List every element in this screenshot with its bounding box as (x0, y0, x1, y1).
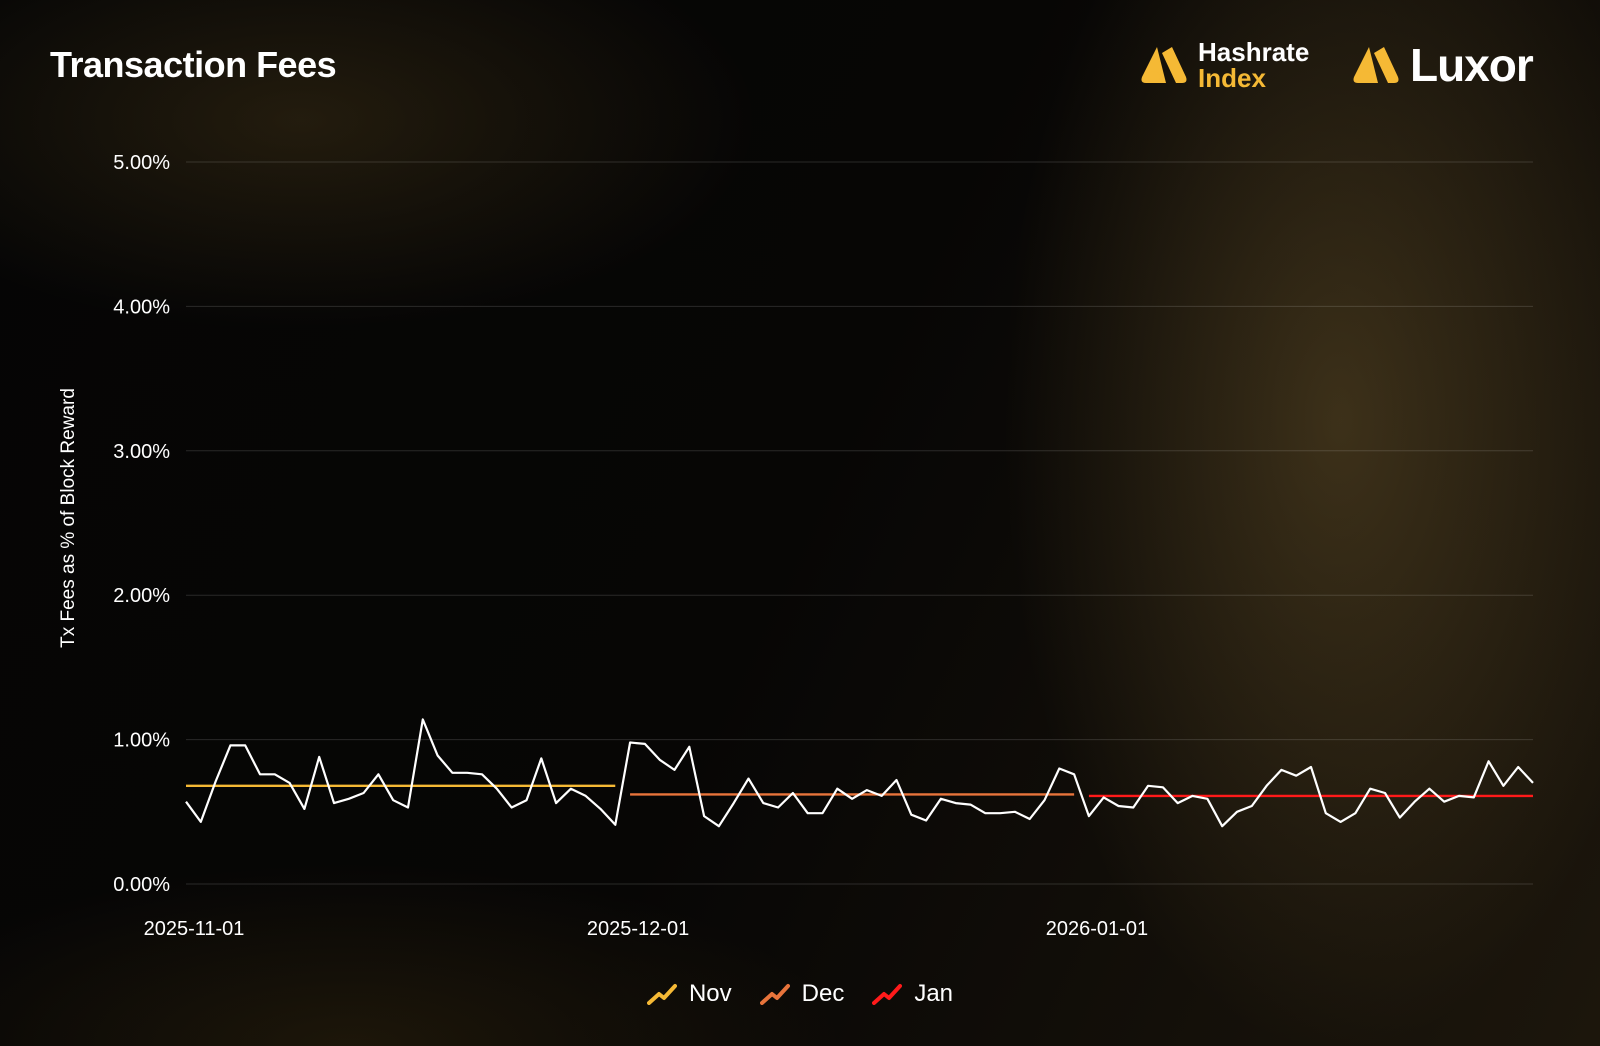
series-line-tx-fees (185, 718, 1534, 828)
luxor-logo-icon (1353, 47, 1399, 83)
legend-swatch-dec-line (759, 984, 790, 1005)
hashrate-index-logo-line2: Index (1198, 63, 1266, 93)
y-axis-ticks: 0.00% 1.00% 2.00% 3.00% 4.00% 5.00% (113, 152, 170, 896)
y-axis-label: Tx Fees as % of Block Reward (58, 388, 79, 648)
legend-item-nov[interactable]: Nov (646, 980, 732, 1008)
x-tick-label: 2026-01-01 (1046, 918, 1148, 940)
chart-grid (186, 161, 1533, 885)
hashrate-index-logo: Hashrate Index (1138, 37, 1310, 93)
y-tick-label: 4.00% (113, 296, 170, 318)
luxor-logo-text: Luxor (1410, 39, 1534, 91)
x-axis-ticks: 2025-11-01 2025-12-01 2026-01-01 (144, 918, 1149, 940)
legend-swatch-nov-icon (646, 984, 677, 1005)
y-tick-label: 3.00% (113, 441, 170, 463)
legend-swatch-dec-icon (759, 984, 790, 1005)
legend-label-jan: Jan (914, 980, 954, 1007)
legend-item-dec[interactable]: Dec (759, 980, 845, 1008)
y-tick-label: 2.00% (113, 585, 170, 607)
y-tick-label: 1.00% (113, 730, 170, 752)
y-tick-label: 5.00% (113, 152, 170, 174)
hashrate-index-logo-line1: Hashrate (1198, 37, 1310, 67)
y-tick-label: 0.00% (113, 874, 170, 896)
legend: Nov Dec Jan (0, 980, 1600, 1008)
legend-label-nov: Nov (688, 980, 732, 1007)
luxor-logo: Luxor (1350, 38, 1534, 92)
legend-item-jan[interactable]: Jan (872, 980, 953, 1008)
legend-swatch-jan-icon (872, 984, 903, 1005)
legend-label-dec: Dec (801, 980, 845, 1007)
legend-swatch-jan-line (872, 984, 903, 1005)
x-tick-label: 2025-12-01 (587, 918, 689, 940)
page-title: Transaction Fees (50, 44, 337, 85)
hashrate-index-logo-icon (1141, 47, 1187, 83)
legend-swatch-nov-line (646, 984, 677, 1005)
x-tick-label: 2025-11-01 (144, 918, 245, 940)
